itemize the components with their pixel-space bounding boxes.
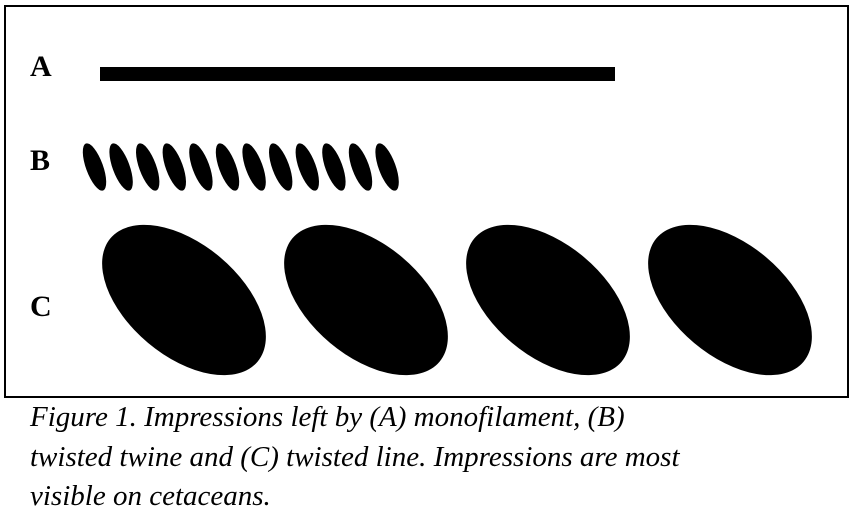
label-b: B <box>30 144 50 177</box>
line-impression-mark <box>648 224 812 376</box>
monofilament-impression <box>100 67 615 81</box>
twine-impression-mark <box>135 143 160 191</box>
figure-caption: Figure 1. Impressions left by (A) monofi… <box>30 398 860 517</box>
twine-impression-mark <box>322 143 346 191</box>
twine-impression-mark <box>82 143 107 191</box>
twine-impression-mark <box>348 143 373 191</box>
label-a: A <box>30 50 52 83</box>
figure-border <box>4 5 849 398</box>
twine-impression-mark <box>242 143 266 191</box>
twine-impression-mark <box>268 143 293 191</box>
line-impression-mark <box>284 224 448 376</box>
twine-impression-mark <box>189 143 213 191</box>
figure-diagram: A B C <box>4 5 849 398</box>
twine-impression-mark <box>295 143 320 191</box>
twine-impression-mark <box>215 143 240 191</box>
caption-line-3: visible on cetaceans. <box>30 480 271 512</box>
line-impression-mark <box>102 224 266 376</box>
label-c: C <box>30 290 52 323</box>
caption-line-2: twisted twine and (C) twisted line. Impr… <box>30 440 680 473</box>
twine-impression-mark <box>109 143 133 191</box>
caption-line-1: Figure 1. Impressions left by (A) monofi… <box>30 401 625 433</box>
twisted-line-impressions <box>102 224 812 376</box>
twisted-twine-impressions <box>82 143 399 191</box>
line-impression-mark <box>466 224 630 376</box>
twine-impression-mark <box>375 143 399 191</box>
twine-impression-mark <box>162 143 187 191</box>
